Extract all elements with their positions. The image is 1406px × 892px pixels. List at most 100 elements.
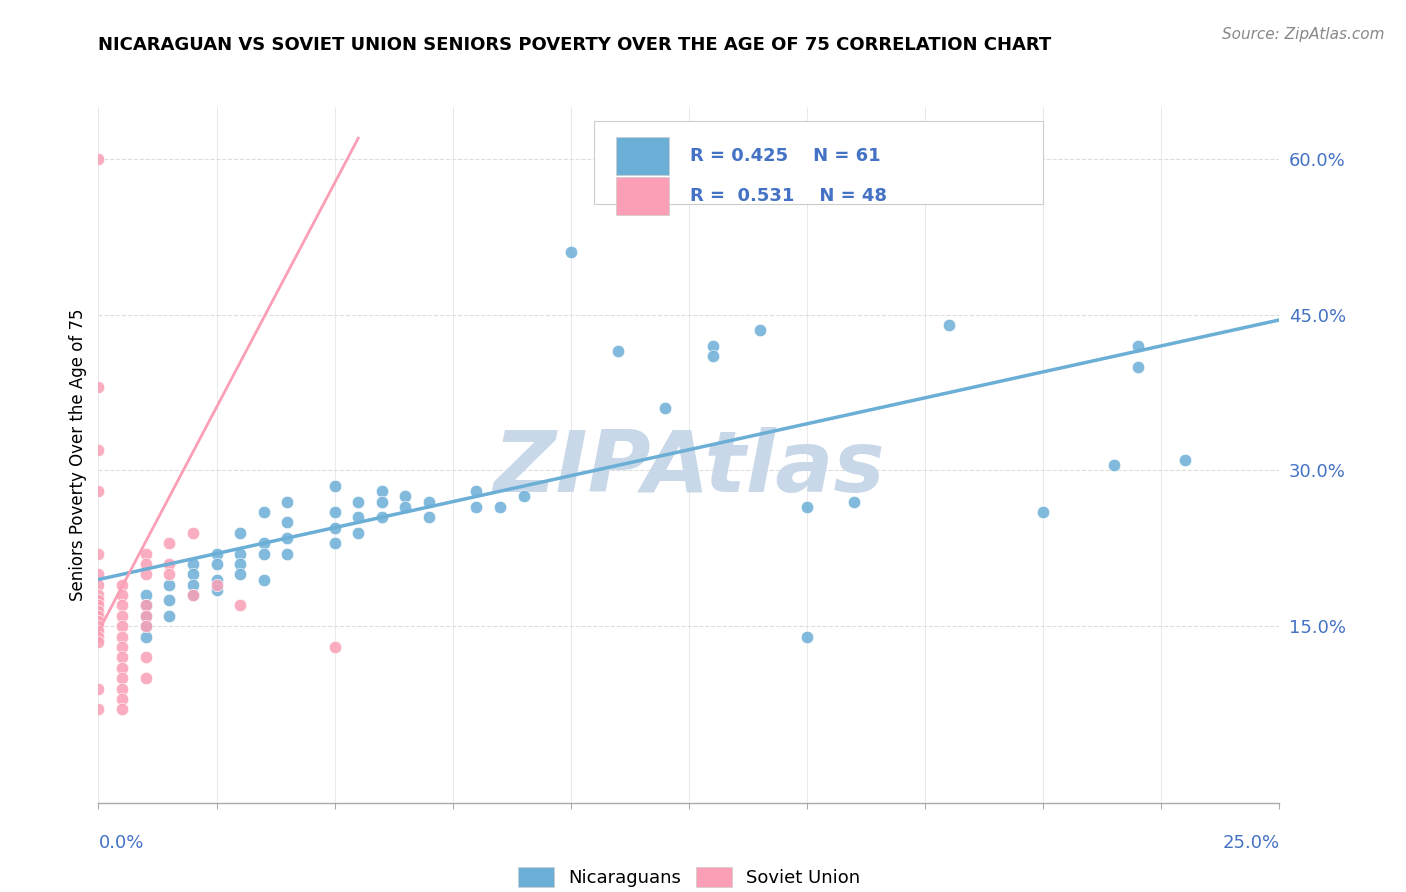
Point: [418, 510, 440, 524]
Point: [135, 619, 157, 633]
FancyBboxPatch shape: [595, 121, 1043, 204]
Point: [87, 567, 110, 582]
Point: [87, 442, 110, 457]
Bar: [616, 136, 669, 175]
Text: 25.0%: 25.0%: [1222, 834, 1279, 852]
Point: [157, 557, 180, 571]
Point: [323, 536, 346, 550]
Point: [229, 599, 252, 613]
Point: [111, 681, 134, 696]
Point: [418, 494, 440, 508]
Point: [111, 702, 134, 716]
Point: [111, 650, 134, 665]
Point: [135, 671, 157, 685]
Point: [205, 557, 228, 571]
Point: [205, 578, 228, 592]
Point: [111, 630, 134, 644]
Legend: Nicaraguans, Soviet Union: Nicaraguans, Soviet Union: [510, 859, 868, 892]
Point: [87, 578, 110, 592]
Point: [135, 608, 157, 623]
Point: [87, 484, 110, 499]
Point: [181, 588, 204, 602]
Point: [135, 619, 157, 633]
Point: [111, 692, 134, 706]
Point: [394, 490, 416, 504]
Point: [276, 494, 298, 508]
Point: [135, 599, 157, 613]
Point: [157, 578, 180, 592]
Point: [135, 630, 157, 644]
Point: [87, 599, 110, 613]
Point: [323, 479, 346, 493]
Point: [111, 671, 134, 685]
Point: [347, 494, 370, 508]
Point: [111, 640, 134, 654]
Point: [229, 567, 252, 582]
Text: ZIPAtlas: ZIPAtlas: [494, 427, 884, 510]
Point: [135, 567, 157, 582]
Point: [654, 401, 676, 416]
Point: [157, 593, 180, 607]
Point: [181, 578, 204, 592]
Point: [87, 635, 110, 649]
Point: [135, 650, 157, 665]
Point: [607, 344, 630, 359]
Y-axis label: Seniors Poverty Over the Age of 75: Seniors Poverty Over the Age of 75: [69, 309, 87, 601]
Point: [253, 505, 276, 519]
Point: [87, 619, 110, 633]
Point: [87, 608, 110, 623]
Bar: [616, 177, 669, 215]
Point: [229, 557, 252, 571]
Point: [87, 681, 110, 696]
Point: [181, 525, 204, 540]
Point: [87, 547, 110, 561]
Point: [229, 547, 252, 561]
Point: [394, 500, 416, 514]
Point: [111, 578, 134, 592]
Point: [157, 567, 180, 582]
Point: [465, 484, 488, 499]
Point: [87, 624, 110, 639]
Text: 0.0%: 0.0%: [98, 834, 143, 852]
Point: [181, 567, 204, 582]
Point: [276, 547, 298, 561]
Point: [87, 604, 110, 618]
Point: [1102, 458, 1125, 473]
Point: [347, 525, 370, 540]
Point: [347, 510, 370, 524]
Point: [1032, 505, 1054, 519]
Point: [135, 547, 157, 561]
Point: [111, 608, 134, 623]
Point: [796, 630, 818, 644]
Point: [135, 588, 157, 602]
Point: [157, 608, 180, 623]
Point: [111, 619, 134, 633]
Point: [323, 520, 346, 534]
Point: [512, 490, 534, 504]
Point: [157, 536, 180, 550]
Point: [371, 484, 394, 499]
Point: [87, 588, 110, 602]
Point: [181, 588, 204, 602]
Point: [111, 588, 134, 602]
Point: [371, 510, 394, 524]
Point: [560, 245, 582, 260]
Point: [111, 599, 134, 613]
Text: R = 0.425    N = 61: R = 0.425 N = 61: [690, 147, 880, 165]
Point: [205, 573, 228, 587]
Point: [135, 608, 157, 623]
Point: [87, 630, 110, 644]
Point: [229, 525, 252, 540]
Point: [1174, 453, 1197, 467]
Point: [276, 531, 298, 545]
Point: [87, 702, 110, 716]
Point: [253, 573, 276, 587]
Point: [111, 661, 134, 675]
Point: [205, 547, 228, 561]
Point: [135, 557, 157, 571]
Text: NICARAGUAN VS SOVIET UNION SENIORS POVERTY OVER THE AGE OF 75 CORRELATION CHART: NICARAGUAN VS SOVIET UNION SENIORS POVER…: [98, 36, 1052, 54]
Point: [465, 500, 488, 514]
Point: [702, 339, 724, 353]
Point: [181, 557, 204, 571]
Point: [87, 380, 110, 394]
